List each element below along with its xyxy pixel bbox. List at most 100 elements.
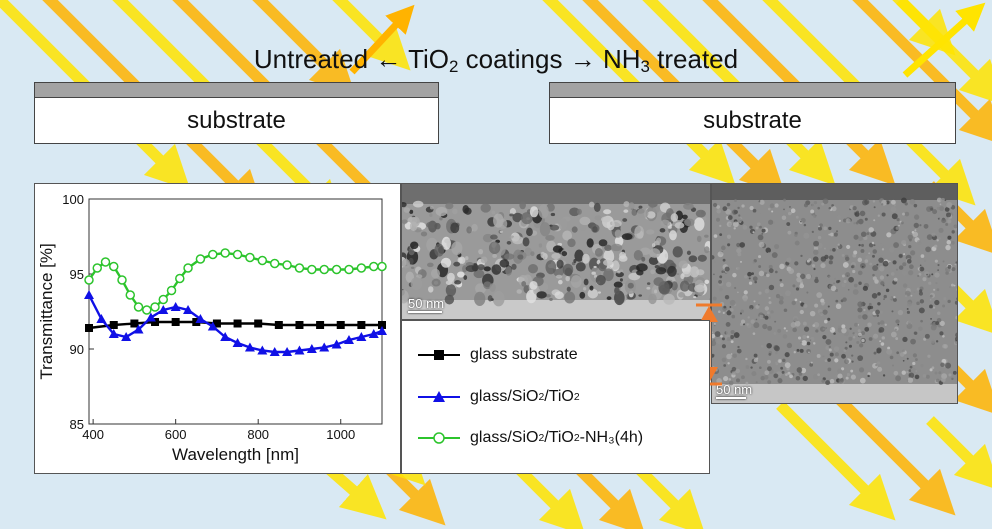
- legend-item-glass: glass substrate: [416, 344, 578, 366]
- grain: [540, 251, 546, 258]
- grain: [909, 199, 916, 205]
- grain: [803, 303, 808, 308]
- grain: [648, 200, 658, 208]
- data-point: [378, 321, 386, 329]
- grain: [824, 247, 826, 250]
- grain: [939, 206, 945, 211]
- grain: [740, 309, 745, 314]
- grain: [712, 340, 717, 347]
- grain: [942, 304, 946, 308]
- grain: [855, 299, 858, 302]
- data-point: [170, 302, 181, 311]
- grain: [755, 381, 758, 384]
- grain: [808, 258, 812, 262]
- grain: [768, 353, 772, 356]
- grain: [828, 226, 832, 231]
- grain: [834, 352, 839, 357]
- grain: [733, 209, 738, 215]
- grain: [743, 297, 748, 302]
- data-point: [307, 264, 317, 275]
- grain: [717, 251, 724, 258]
- grain: [617, 270, 621, 274]
- data-point: [377, 326, 387, 335]
- grain: [779, 283, 784, 288]
- grain: [808, 351, 810, 354]
- headline-tio-sub: 2: [449, 57, 459, 77]
- grain: [573, 259, 577, 264]
- grain: [778, 299, 784, 305]
- grain: [750, 319, 755, 324]
- grain: [937, 269, 939, 271]
- grain: [712, 354, 715, 358]
- grain: [480, 256, 488, 264]
- data-point: [150, 302, 160, 312]
- grain: [718, 310, 721, 314]
- grain: [737, 266, 740, 270]
- grain: [880, 281, 885, 286]
- grain: [854, 332, 858, 336]
- grain: [713, 323, 716, 325]
- grain: [783, 308, 788, 312]
- grain: [917, 274, 920, 278]
- grain: [566, 286, 571, 292]
- grain: [952, 370, 957, 375]
- grain: [815, 329, 819, 333]
- grain: [718, 280, 722, 284]
- grain: [909, 264, 914, 270]
- grain: [770, 310, 774, 314]
- grain: [813, 200, 818, 205]
- grain: [810, 209, 815, 214]
- grain: [689, 266, 700, 278]
- grain: [918, 291, 923, 296]
- grain: [716, 205, 721, 209]
- grain: [459, 256, 466, 264]
- grain: [910, 294, 913, 297]
- grain: [753, 358, 758, 363]
- grain: [803, 232, 810, 239]
- grain: [891, 310, 894, 313]
- grain: [758, 241, 765, 248]
- grain: [780, 366, 783, 370]
- grain: [505, 266, 512, 276]
- grain: [771, 210, 774, 213]
- grain: [819, 326, 826, 332]
- grain: [926, 206, 932, 213]
- grain: [623, 209, 629, 213]
- grain: [925, 374, 930, 379]
- grain: [879, 275, 885, 280]
- grain: [434, 243, 445, 257]
- headline-nh-sub: 3: [640, 57, 650, 77]
- grain: [810, 336, 815, 342]
- grain: [938, 227, 944, 233]
- legend-sub-2: 2: [573, 391, 580, 403]
- grain: [931, 366, 935, 370]
- grain: [764, 370, 770, 376]
- grain: [791, 300, 796, 306]
- grain: [758, 255, 762, 259]
- grain: [852, 289, 859, 295]
- data-point: [232, 249, 243, 260]
- grain: [785, 207, 791, 213]
- grain: [779, 278, 783, 282]
- grain: [873, 219, 876, 222]
- grain: [890, 199, 896, 205]
- grain: [639, 247, 651, 256]
- grain: [782, 334, 788, 339]
- grain: [909, 365, 913, 369]
- grain: [733, 332, 740, 338]
- grain: [447, 272, 455, 282]
- grain: [817, 373, 820, 377]
- grain: [819, 311, 824, 316]
- grain: [825, 338, 832, 345]
- plot-frame: [88, 198, 383, 425]
- grain: [545, 260, 557, 275]
- grain: [538, 243, 543, 248]
- grain: [924, 333, 930, 339]
- tem-texture-treated: [712, 184, 957, 403]
- grain: [591, 271, 596, 275]
- grain: [833, 282, 835, 285]
- grain: [614, 229, 622, 238]
- grain: [781, 215, 787, 221]
- grain: [753, 300, 756, 303]
- grain: [866, 211, 871, 216]
